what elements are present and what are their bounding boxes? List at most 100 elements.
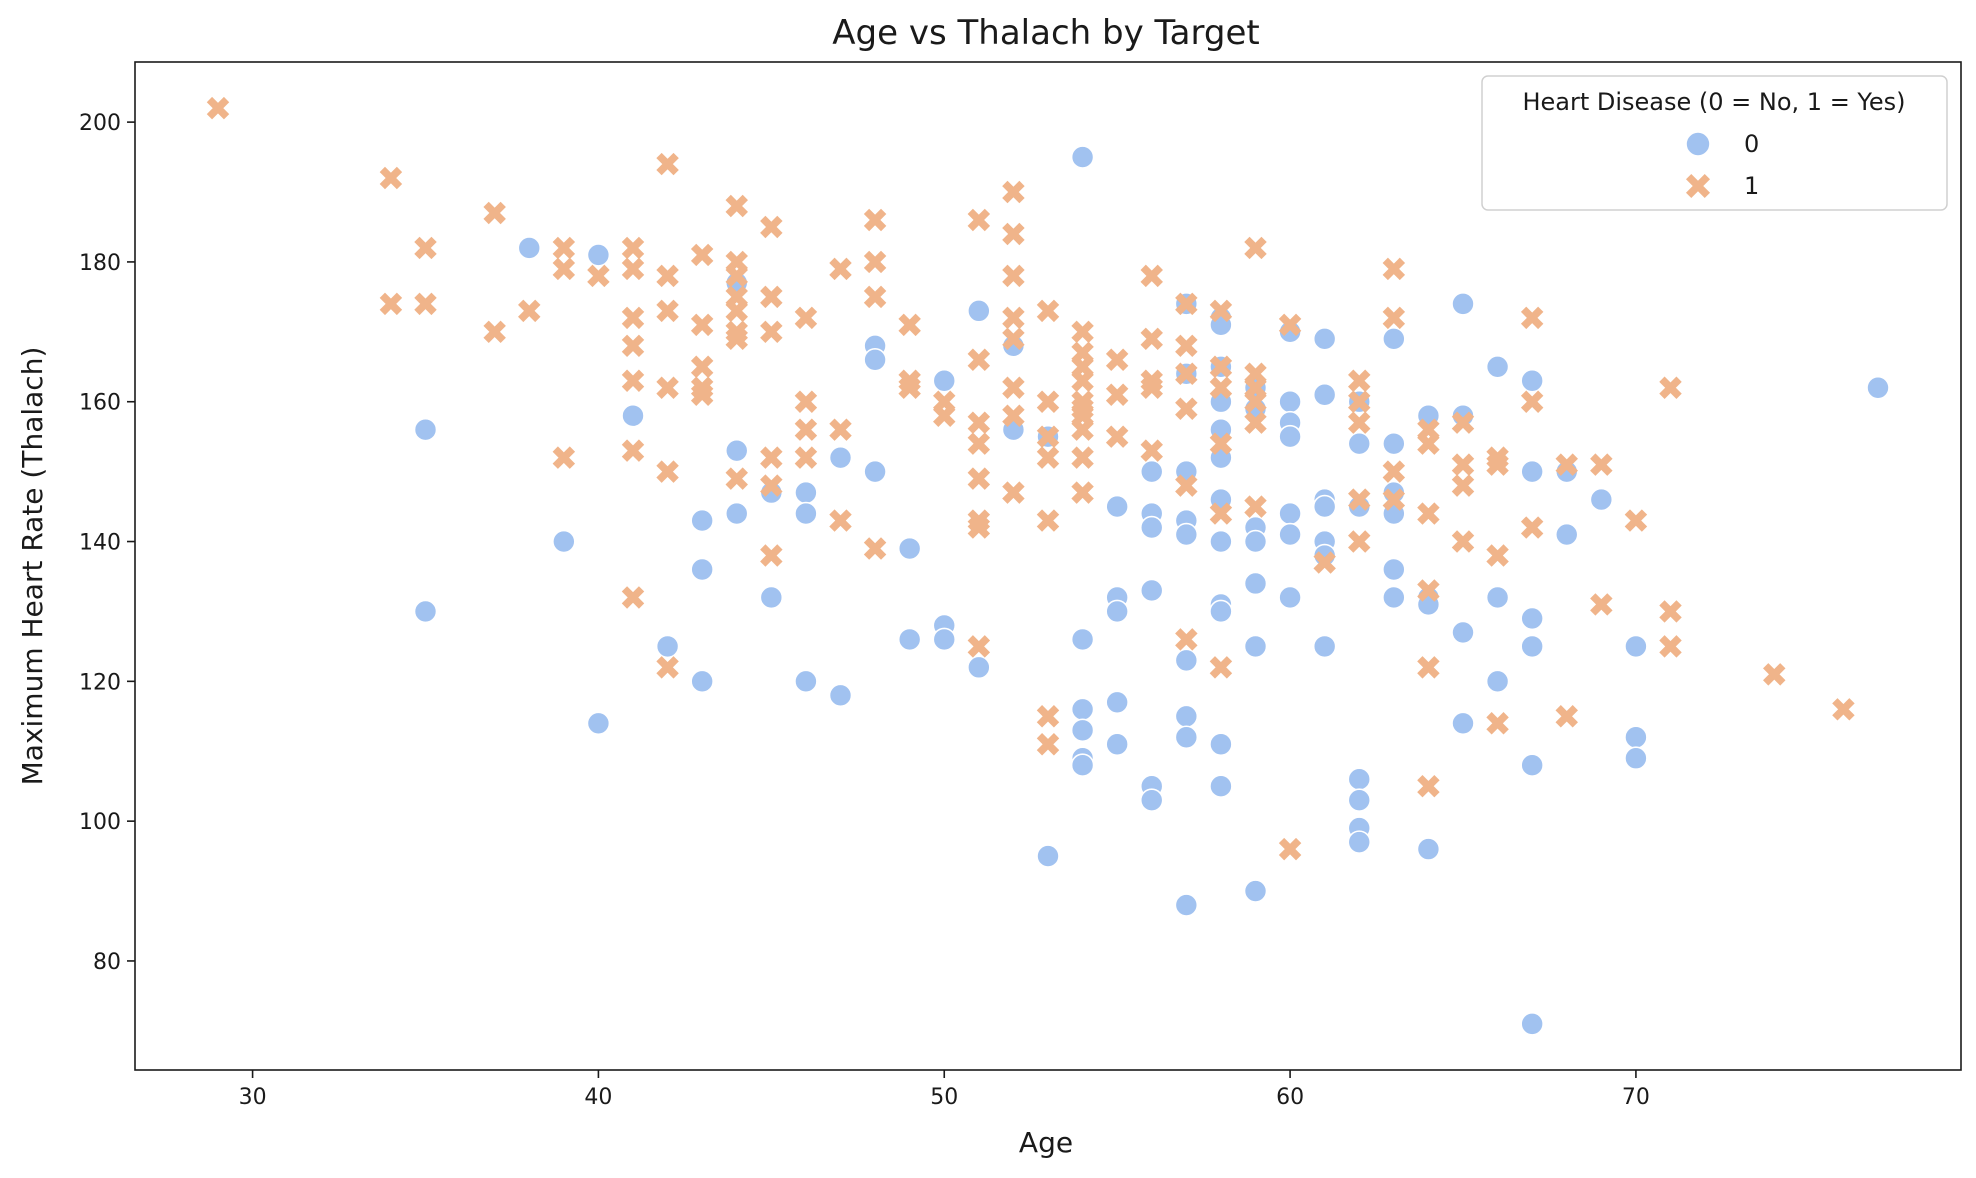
point-x: [898, 313, 921, 337]
point-circle: [1105, 494, 1129, 519]
point-x: [1209, 299, 1233, 323]
point-circle: [1485, 585, 1510, 610]
point-x: [1071, 446, 1094, 469]
point-x: [1175, 292, 1198, 316]
point-circle: [1589, 487, 1614, 512]
point-circle: [621, 403, 645, 428]
point-circle: [1312, 382, 1337, 407]
point-x: [379, 166, 403, 190]
point-x: [1382, 460, 1406, 483]
point-x: [1348, 530, 1371, 553]
point-x: [1278, 837, 1302, 861]
y-tick-label: 200: [79, 111, 121, 136]
point-x: [1175, 474, 1198, 497]
legend-box: [1481, 75, 1948, 211]
point-x: [1105, 425, 1129, 448]
x-tick-label: 70: [1622, 1085, 1650, 1110]
point-x: [1417, 579, 1440, 602]
point-x: [1140, 327, 1163, 351]
point-x: [863, 208, 887, 232]
point-circle: [1451, 292, 1475, 316]
point-x: [1002, 306, 1025, 330]
point-x: [760, 446, 783, 469]
x-tick-label: 50: [930, 1085, 958, 1110]
point-circle: [1312, 327, 1337, 351]
point-x: [1382, 257, 1406, 281]
point-x: [1002, 264, 1025, 288]
point-x: [656, 460, 679, 483]
y-axis-title: Maximum Heart Rate (Thalach): [16, 347, 49, 786]
point-x: [621, 369, 645, 392]
point-x: [621, 257, 645, 281]
legend-entry: 1: [1685, 172, 1759, 200]
point-x: [1036, 733, 1060, 756]
point-circle: [1451, 620, 1475, 645]
point-x: [1313, 551, 1336, 574]
point-x: [1348, 488, 1371, 511]
legend-entry: 0: [1685, 130, 1759, 158]
point-circle: [759, 585, 784, 610]
point-x: [1451, 530, 1475, 553]
point-circle: [1070, 145, 1095, 169]
point-circle: [1416, 837, 1441, 861]
point-circle: [1105, 732, 1129, 757]
legend-marker-x: [1685, 173, 1711, 199]
point-circle: [1105, 599, 1129, 624]
point-x: [1486, 544, 1509, 567]
point-x: [656, 152, 679, 176]
point-circle: [655, 634, 680, 659]
point-circle: [690, 669, 714, 694]
y-tick-label: 120: [79, 670, 121, 695]
point-circle: [1174, 893, 1199, 917]
point-circle: [794, 480, 818, 505]
point-circle: [1174, 725, 1199, 750]
point-circle: [1347, 830, 1372, 854]
point-x: [1348, 411, 1371, 434]
point-x: [794, 418, 818, 441]
x-tick-label: 30: [239, 1085, 267, 1110]
point-x: [483, 201, 506, 225]
y-axis: 80 100 120 140 160 180 200: [79, 111, 135, 975]
point-circle: [1382, 327, 1406, 351]
point-x: [1175, 362, 1198, 385]
point-circle: [1347, 788, 1372, 812]
point-x: [1244, 495, 1267, 518]
point-x: [1451, 411, 1475, 434]
point-circle: [1485, 354, 1510, 379]
point-x: [794, 446, 818, 469]
point-circle: [1105, 690, 1129, 715]
point-x: [967, 348, 991, 372]
point-x: [760, 544, 783, 567]
point-circle: [1174, 704, 1199, 729]
point-x: [1590, 453, 1613, 476]
point-x: [1486, 712, 1509, 735]
point-x: [1348, 369, 1371, 392]
point-circle: [1520, 459, 1544, 484]
point-circle: [1520, 634, 1544, 659]
legend-title: Heart Disease (0 = No, 1 = Yes): [1522, 88, 1905, 116]
point-x: [1278, 313, 1302, 337]
point-x: [1451, 474, 1475, 497]
point-x: [1036, 390, 1060, 413]
point-circle: [1347, 431, 1372, 456]
point-x: [1105, 383, 1129, 406]
point-x: [483, 320, 506, 344]
plot-frame: [134, 61, 1962, 1071]
point-x: [829, 257, 852, 281]
point-x: [1175, 628, 1198, 651]
point-x: [1175, 397, 1198, 420]
point-x: [656, 299, 679, 323]
point-x: [967, 516, 991, 539]
point-circle: [1554, 522, 1579, 547]
point-x: [621, 236, 645, 260]
point-circle: [690, 557, 714, 582]
point-x: [1002, 376, 1025, 399]
point-circle: [1347, 767, 1372, 792]
point-circle: [1070, 753, 1095, 778]
point-circle: [1174, 648, 1199, 673]
point-x: [1451, 453, 1475, 476]
point-circle: [1209, 529, 1233, 554]
point-x: [1071, 369, 1094, 392]
point-x: [656, 656, 679, 679]
